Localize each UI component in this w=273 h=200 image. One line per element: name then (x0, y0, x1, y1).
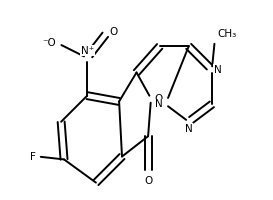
Text: ⁻O: ⁻O (42, 38, 56, 48)
Text: O: O (144, 176, 152, 186)
Text: N⁺: N⁺ (81, 46, 94, 56)
Text: N: N (185, 124, 192, 134)
Text: N: N (155, 99, 163, 109)
Text: O: O (154, 94, 162, 104)
Text: CH₃: CH₃ (218, 29, 237, 39)
Text: F: F (30, 152, 36, 162)
Text: O: O (110, 27, 118, 37)
Text: N: N (214, 65, 222, 75)
